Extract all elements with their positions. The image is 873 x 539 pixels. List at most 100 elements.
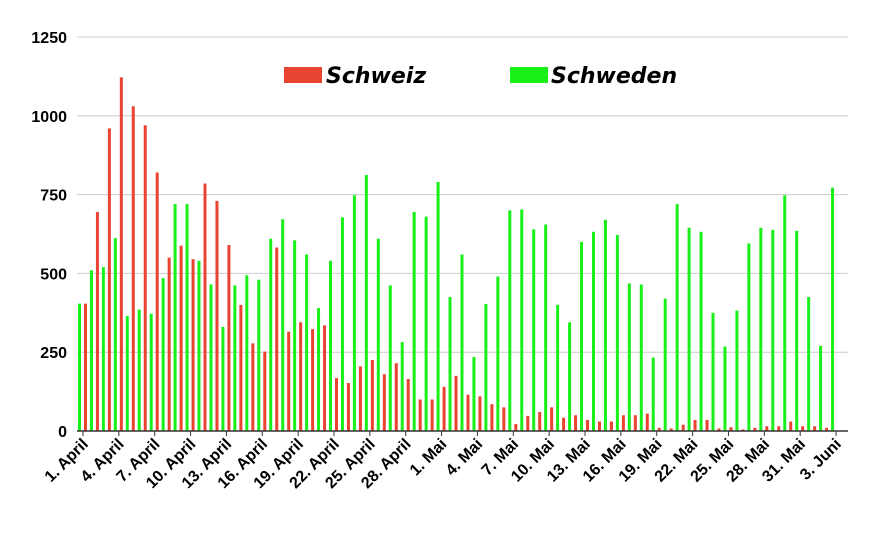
legend-swatch-schweden — [510, 67, 548, 83]
bar-schweiz — [825, 427, 829, 431]
bar-schweden — [603, 219, 607, 431]
y-tick-label: 0 — [58, 424, 67, 441]
bar-schweden — [113, 238, 117, 431]
bar-schweiz — [370, 360, 374, 431]
bar-schweden — [615, 234, 619, 431]
bar-schweden — [639, 284, 643, 431]
bar-schweden — [173, 204, 177, 431]
bar-schweiz — [633, 415, 637, 431]
bar-schweiz — [119, 77, 123, 431]
bar-schweden — [568, 322, 572, 431]
bar-schweiz — [574, 415, 578, 431]
legend-swatch-schweiz — [284, 67, 322, 83]
y-tick-label: 1000 — [31, 109, 67, 126]
legend-label-schweden: Schweden — [551, 64, 677, 89]
bar-schweden — [484, 303, 488, 431]
y-tick-label: 750 — [40, 188, 67, 205]
bar-schweiz — [95, 211, 99, 431]
bar-schweden — [819, 345, 823, 431]
bar-schweiz — [346, 383, 350, 431]
bar-schweden — [520, 209, 524, 431]
bar-schweiz — [490, 404, 494, 431]
bar-schweden — [472, 356, 476, 431]
bars — [77, 77, 835, 432]
bar-schweiz — [813, 426, 817, 431]
bar-schweden — [496, 276, 500, 431]
y-tick-label: 1250 — [31, 30, 67, 47]
bar-schweden — [281, 219, 285, 431]
bar-schweden — [580, 241, 584, 431]
bar-schweiz — [586, 419, 590, 431]
legend-label-schweiz: Schweiz — [326, 64, 426, 89]
bar-schweiz — [717, 428, 721, 431]
bar-schweden — [508, 210, 512, 431]
bar-schweden — [245, 275, 249, 431]
bar-schweiz — [430, 399, 434, 431]
bar-schweiz — [669, 428, 673, 431]
bar-schweiz — [765, 426, 769, 431]
bar-schweden — [591, 231, 595, 431]
bar-schweden — [209, 284, 213, 431]
bar-schweden — [771, 229, 775, 431]
bar-schweiz — [550, 407, 554, 431]
bar-schweiz — [538, 412, 542, 431]
bar-schweiz — [777, 426, 781, 431]
legend: Schweiz Schweden — [284, 64, 677, 89]
bar-schweiz — [107, 128, 111, 431]
bar-schweiz — [609, 421, 613, 431]
bar-schweden — [376, 238, 380, 431]
bar-schweiz — [215, 200, 219, 431]
bar-schweden — [532, 229, 536, 431]
bar-schweiz — [418, 399, 422, 431]
bar-schweiz — [263, 351, 267, 431]
bar-schweiz — [143, 125, 147, 431]
bar-schweiz — [382, 374, 386, 431]
bar-schweden — [329, 260, 332, 431]
bar-schweden — [795, 230, 799, 431]
bar-schweiz — [597, 421, 601, 431]
bar-schweden — [137, 309, 141, 431]
bar-schweden — [305, 254, 309, 431]
bar-schweden — [556, 304, 560, 431]
bar-schweiz — [789, 421, 793, 431]
bar-schweiz — [705, 419, 709, 431]
bar-schweiz — [287, 331, 291, 431]
bar-schweiz — [442, 386, 446, 431]
bar-schweden — [711, 312, 715, 431]
bar-schweden — [723, 346, 727, 431]
bar-schweden — [675, 204, 679, 431]
bar-schweden — [364, 175, 368, 431]
x-tick-label: 4. Mai — [443, 436, 486, 479]
bar-schweiz — [167, 257, 171, 431]
bar-schweiz — [275, 247, 279, 431]
bar-schweden — [627, 283, 631, 431]
bar-schweiz — [562, 417, 566, 431]
bar-schweden — [101, 267, 105, 431]
bar-schweden — [747, 243, 751, 431]
bar-schweiz — [239, 304, 243, 431]
bar-schweden — [436, 181, 440, 431]
bar-schweiz — [179, 245, 183, 431]
bar-schweiz — [335, 378, 338, 431]
bar-schweiz — [83, 303, 87, 431]
bar-schweiz — [657, 427, 661, 431]
bar-schweiz — [645, 413, 649, 431]
bar-schweiz — [478, 396, 482, 431]
bar-schweden — [759, 227, 763, 431]
bar-schweden — [293, 240, 297, 431]
bar-schweiz — [514, 424, 518, 431]
bar-schweden — [735, 310, 739, 431]
y-tick-label: 250 — [40, 345, 67, 362]
bar-schweden — [424, 216, 428, 431]
bar-schweiz — [394, 363, 398, 431]
bar-schweden — [233, 285, 237, 431]
bar-schweden — [460, 254, 464, 431]
bar-schweiz — [693, 419, 697, 431]
bar-schweden — [197, 260, 201, 431]
bar-schweiz — [323, 325, 327, 431]
bar-schweden — [651, 357, 655, 431]
bar-schweiz — [227, 245, 231, 431]
y-axis-tick-labels: 0 250 500 750 1000 1250 — [31, 30, 67, 441]
